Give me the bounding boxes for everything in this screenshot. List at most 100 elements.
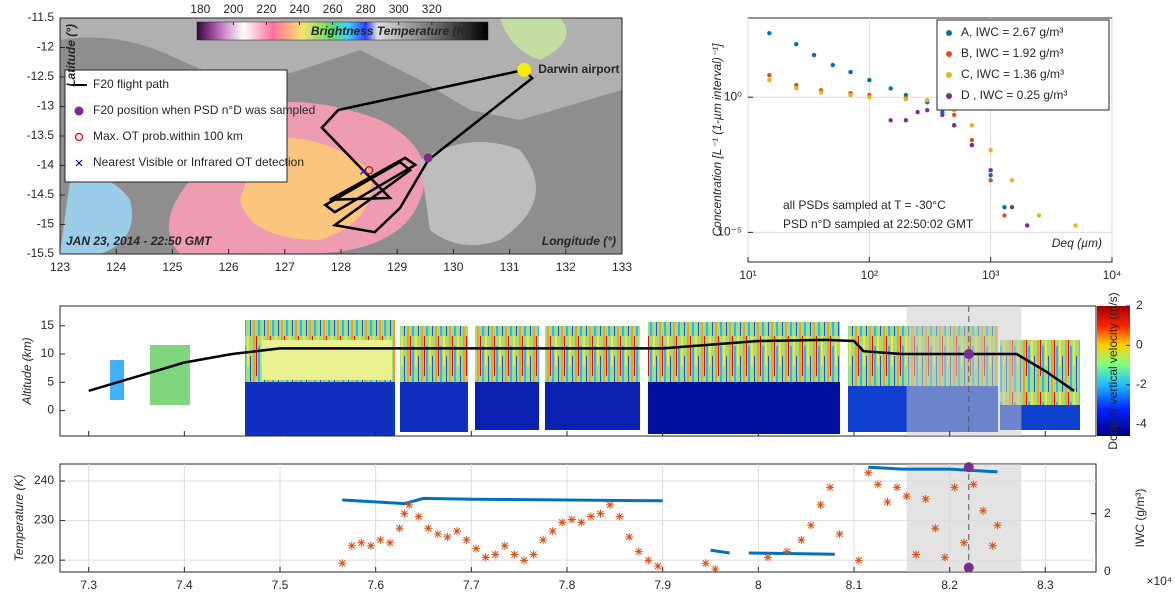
y-tick-label: 240 — [34, 473, 54, 487]
point — [519, 556, 528, 565]
legend-symbol — [946, 93, 952, 99]
point — [701, 559, 710, 568]
radar-frame — [59, 305, 1097, 437]
point — [854, 556, 863, 565]
point — [1036, 213, 1042, 218]
point — [1009, 205, 1015, 210]
point — [830, 62, 836, 68]
legend-symbol — [946, 51, 952, 57]
legend-symbol — [946, 72, 952, 78]
x-tick-label: 10³ — [982, 268, 999, 282]
point — [405, 500, 414, 509]
point — [988, 167, 993, 173]
psd-point — [963, 562, 974, 573]
airport-point — [517, 62, 532, 77]
flight-altitude — [88, 338, 1075, 392]
point — [653, 562, 662, 571]
y-tick-label: 5 — [47, 374, 54, 388]
point — [867, 94, 872, 100]
point — [988, 541, 997, 550]
point — [763, 553, 772, 562]
point — [902, 492, 911, 501]
point — [423, 153, 433, 163]
point — [634, 547, 643, 556]
x-tick-label: 131 — [500, 260, 520, 274]
x-tick-label: 128 — [331, 260, 351, 274]
x-tick-label: 124 — [106, 260, 126, 274]
point — [1073, 223, 1078, 228]
point — [500, 541, 509, 550]
point — [925, 108, 930, 113]
y-tick-label: -13.5 — [27, 128, 55, 142]
x-tick-label: 7.9 — [654, 578, 671, 592]
x-tick-label: 127 — [275, 260, 295, 274]
x-tick-label: 10² — [861, 268, 878, 282]
point — [366, 541, 375, 550]
x-tick-label: 125 — [162, 260, 182, 274]
psd-point — [963, 349, 974, 360]
y2-axis-label: IWC (g/m³) — [1133, 489, 1147, 548]
x-tick-label: 126 — [219, 260, 239, 274]
point — [395, 524, 404, 533]
point — [903, 118, 909, 123]
x-tick-label: 10⁴ — [1103, 268, 1122, 282]
x-axis-label: Deq (µm) — [1052, 236, 1102, 250]
colorbar-tick-label: -2 — [1136, 377, 1147, 391]
point — [993, 521, 1002, 530]
x-multiplier: ×10⁴ — [1146, 574, 1172, 588]
point — [931, 524, 940, 533]
legend-label: D , IWC = 0.25 g/m³ — [961, 88, 1067, 102]
x-tick-label: 7.5 — [272, 578, 289, 592]
point — [365, 166, 374, 175]
colorbar-tick-label: 180 — [190, 2, 210, 16]
colorbar-label: Doppler vertical velocity (m/s) — [1106, 292, 1120, 449]
x-tick-label: 8.2 — [941, 578, 958, 592]
point — [1009, 178, 1015, 183]
legend-symbol — [74, 132, 84, 142]
legend-label: B, IWC = 1.92 g/m³ — [961, 46, 1063, 60]
x-tick-label: 123 — [50, 260, 70, 274]
point — [472, 544, 481, 553]
point — [644, 556, 653, 565]
temperature-line — [342, 465, 998, 556]
y-tick-label: -15 — [37, 217, 55, 231]
point — [767, 30, 772, 36]
point — [818, 90, 824, 95]
colorbar-tick-label: 220 — [256, 2, 276, 16]
point — [940, 112, 945, 118]
point — [864, 468, 873, 477]
point — [969, 123, 975, 128]
y-tick-label: -14 — [37, 158, 55, 172]
point — [950, 483, 959, 492]
point — [794, 82, 799, 88]
annotation: all PSDs sampled at T = -30°C — [783, 198, 946, 212]
x-tick-label: 133 — [612, 260, 632, 274]
y-axis-label: Altitude (km) — [20, 337, 34, 405]
point — [577, 518, 586, 527]
x-tick-label: 132 — [556, 260, 576, 274]
point — [510, 550, 519, 559]
y-tick-label: 10 — [41, 346, 55, 360]
y-tick-label: 230 — [34, 513, 54, 527]
point — [360, 167, 367, 175]
point — [848, 92, 853, 98]
y-axis-label: Temperature (K) — [12, 475, 26, 562]
point — [462, 535, 471, 544]
point — [386, 538, 395, 547]
point — [794, 86, 799, 91]
point — [347, 541, 356, 550]
point — [548, 527, 557, 536]
point — [711, 565, 720, 574]
point — [811, 52, 817, 58]
colorbar — [1097, 306, 1130, 436]
annotation: JAN 23, 2014 - 22:50 GMT — [66, 234, 213, 248]
point — [888, 118, 893, 123]
y-tick-label: 10⁰ — [724, 89, 742, 103]
point — [883, 497, 892, 506]
legend-symbol — [75, 159, 83, 167]
point — [567, 515, 576, 524]
x-axis-label: Longitude (°) — [542, 234, 616, 248]
y-tick-label: 10⁻⁵ — [717, 225, 742, 239]
y-tick-label: 0 — [47, 403, 54, 417]
